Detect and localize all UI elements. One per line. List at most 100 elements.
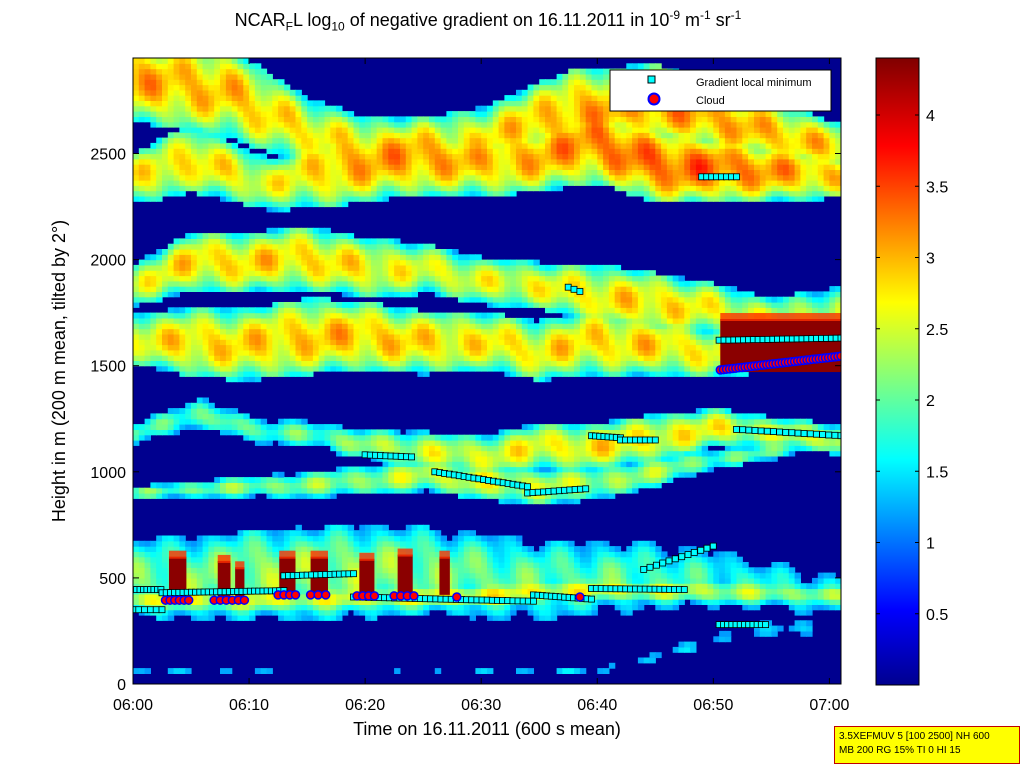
heatmap-cell xyxy=(133,116,140,123)
heatmap-cell xyxy=(336,450,343,457)
heatmap-cell xyxy=(481,270,488,277)
heatmap-cell xyxy=(469,450,476,457)
heatmap-cell xyxy=(220,323,227,330)
heatmap-cell xyxy=(516,174,523,181)
heatmap-cell xyxy=(539,79,546,86)
heatmap-cell xyxy=(278,487,285,494)
heatmap-cell xyxy=(237,185,244,192)
heatmap-cell xyxy=(353,174,360,181)
heatmap-cell xyxy=(173,280,180,287)
heatmap-cell xyxy=(388,344,395,351)
heatmap-cell xyxy=(463,530,471,537)
heatmap-cell xyxy=(411,127,418,133)
heatmap-cell xyxy=(463,535,471,542)
heatmap-cell xyxy=(318,249,326,255)
heatmap-cell xyxy=(423,482,430,489)
heatmap-cell xyxy=(446,185,453,192)
heatmap-cell xyxy=(214,121,221,128)
heatmap-cell xyxy=(388,461,395,468)
heatmap-cell xyxy=(510,174,517,181)
heatmap-cell xyxy=(202,270,209,277)
heatmap-cell xyxy=(388,572,395,579)
heatmap-cell xyxy=(307,201,314,208)
heatmap-cell xyxy=(202,482,209,489)
heatmap-cell xyxy=(376,307,384,314)
heatmap-cell xyxy=(301,355,308,361)
heatmap-cell xyxy=(405,190,413,197)
heatmap-cell xyxy=(272,546,279,552)
heatmap-cell xyxy=(324,169,331,176)
heatmap-cell xyxy=(225,333,233,340)
heatmap-cell xyxy=(411,174,418,181)
heatmap-cell xyxy=(376,180,384,186)
heatmap-cell xyxy=(307,317,314,324)
heatmap-cell xyxy=(272,111,279,117)
heatmap-cell xyxy=(341,249,349,255)
heatmap-cell xyxy=(156,535,163,542)
heatmap-cell xyxy=(191,551,198,558)
heatmap-cell xyxy=(469,530,476,537)
heatmap-cell xyxy=(341,546,349,552)
heatmap-cell xyxy=(469,142,476,149)
heatmap-cell xyxy=(492,132,500,139)
heatmap-cell xyxy=(487,344,494,351)
heatmap-cell xyxy=(191,371,198,377)
heatmap-cell xyxy=(237,169,244,176)
heatmap-cell xyxy=(225,190,233,197)
heatmap-cell xyxy=(510,349,517,356)
heatmap-cell xyxy=(295,312,302,319)
heatmap-cell xyxy=(301,349,308,356)
heatmap-cell xyxy=(133,105,140,112)
heatmap-cell xyxy=(249,259,256,266)
heatmap-cell xyxy=(144,434,151,441)
heatmap-cell xyxy=(214,482,221,489)
heatmap-cell xyxy=(295,243,302,250)
heatmap-cell xyxy=(359,185,366,192)
heatmap-cell xyxy=(330,264,337,271)
heatmap-cell xyxy=(289,238,297,245)
heatmap-cell xyxy=(301,275,308,282)
heatmap-cell xyxy=(405,360,413,367)
heatmap-cell xyxy=(533,482,540,489)
heatmap-cell xyxy=(545,599,552,605)
heatmap-cell xyxy=(469,148,476,155)
heatmap-cell xyxy=(295,429,302,436)
heatmap-cell xyxy=(353,127,360,133)
heatmap-cell xyxy=(469,551,476,558)
heatmap-cell xyxy=(295,180,302,186)
heatmap-cell xyxy=(266,429,273,436)
heatmap-cell xyxy=(359,169,366,176)
heatmap-cell xyxy=(341,201,349,208)
heatmap-cell xyxy=(533,588,540,595)
heatmap-cell xyxy=(167,291,175,298)
heatmap-cell xyxy=(429,604,436,611)
heatmap-cell xyxy=(283,323,291,330)
heatmap-cell xyxy=(370,355,378,361)
heatmap-cell xyxy=(231,609,239,616)
heatmap-cell xyxy=(336,535,343,542)
heatmap-cell xyxy=(278,111,285,117)
heatmap-cell xyxy=(516,493,523,499)
heatmap-cell xyxy=(370,429,378,436)
heatmap-cell xyxy=(254,323,262,330)
heatmap-cell xyxy=(156,174,163,181)
heatmap-cell xyxy=(208,180,215,186)
heatmap-cell xyxy=(243,153,250,160)
heatmap-cell xyxy=(138,355,146,361)
heatmap-cell xyxy=(225,195,233,202)
heatmap-cell xyxy=(510,286,517,292)
heatmap-cell xyxy=(214,105,221,112)
heatmap-cell xyxy=(504,477,511,483)
heatmap-cell xyxy=(487,577,494,584)
heatmap-cell xyxy=(487,540,494,547)
heatmap-cell xyxy=(185,68,192,75)
heatmap-cell xyxy=(492,323,500,330)
heatmap-cell xyxy=(272,312,279,319)
heatmap-cell xyxy=(539,275,546,282)
heatmap-cell xyxy=(254,259,262,266)
heatmap-cell xyxy=(318,424,326,430)
heatmap-cell xyxy=(173,249,180,255)
heatmap-cell xyxy=(347,317,355,324)
heatmap-cell xyxy=(440,434,447,441)
heatmap-cell xyxy=(527,84,534,91)
